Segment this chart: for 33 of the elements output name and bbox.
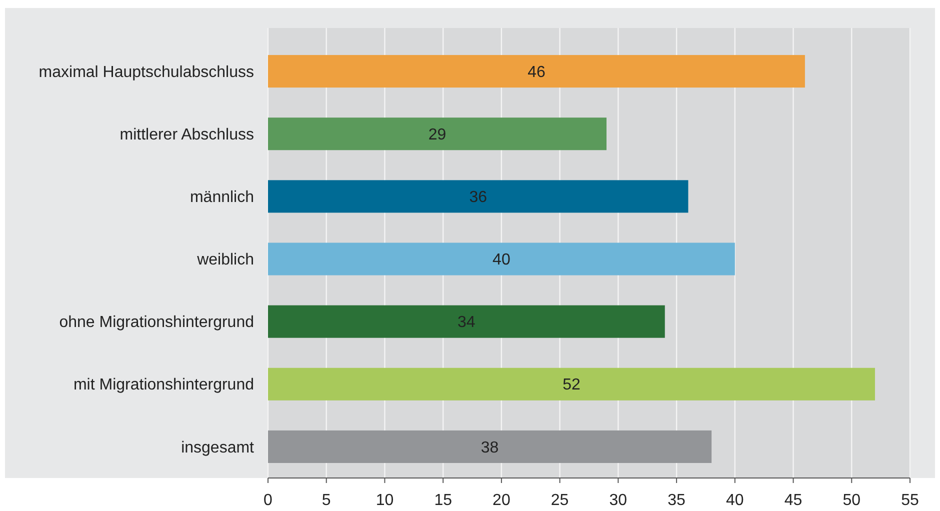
bar [268, 118, 607, 150]
x-tick-label: 5 [322, 492, 331, 509]
x-tick-label: 50 [842, 492, 861, 509]
bar [268, 242, 735, 276]
x-tick-label: 10 [376, 492, 394, 509]
data-label: 34 [458, 314, 476, 332]
data-label: 38 [480, 439, 499, 456]
x-tick-label: 20 [492, 492, 510, 509]
data-label: 36 [469, 189, 488, 206]
bar [268, 180, 688, 213]
y-tick-label: männlich [190, 189, 254, 206]
y-tick-label: mit Migrationshintergrund [73, 376, 254, 394]
bar [268, 368, 875, 400]
y-tick-label: ohne Migrationshintergrund [59, 314, 254, 332]
y-tick-label: maximal Hauptschulabschluss [38, 64, 254, 81]
x-tick-label: 45 [784, 492, 802, 509]
x-tick-label: 35 [668, 492, 686, 509]
x-tick-label: 25 [550, 492, 569, 509]
bar [268, 305, 665, 338]
data-label: 40 [492, 252, 510, 269]
x-tick-label: 0 [264, 492, 273, 509]
y-tick-label: weiblich [196, 252, 254, 269]
x-tick-label: 30 [609, 492, 628, 509]
x-tick-label: 40 [726, 492, 744, 509]
data-label: 46 [528, 64, 546, 81]
data-label: 52 [562, 376, 580, 394]
bar [268, 430, 712, 463]
x-tick-label: 15 [434, 492, 452, 509]
x-tick-label: 55 [901, 492, 919, 509]
y-tick-label: mittlerer Abschluss [120, 126, 254, 144]
y-tick-label: insgesamt [181, 439, 255, 456]
data-label: 29 [428, 126, 446, 144]
bar [268, 55, 805, 88]
